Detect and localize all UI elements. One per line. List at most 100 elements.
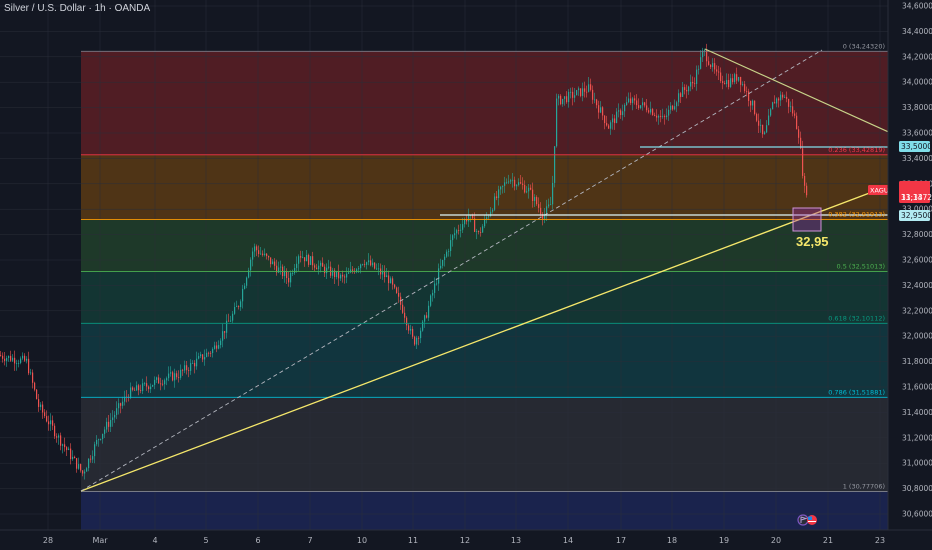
candle xyxy=(806,182,808,198)
candle xyxy=(492,208,494,214)
price-tick-label: 31,20000 xyxy=(902,433,932,442)
candle xyxy=(684,84,686,95)
resistance-trendline[interactable] xyxy=(704,48,894,135)
candle xyxy=(248,267,250,279)
candle xyxy=(686,84,688,99)
support-trendline[interactable] xyxy=(80,185,889,492)
candle xyxy=(718,65,720,80)
target-box[interactable] xyxy=(792,207,822,232)
time-axis[interactable]: 28 Mar 4 5 6 7 10 11 12 13 14 17 18 19 20 21 23 xyxy=(0,529,932,550)
candle xyxy=(780,91,782,106)
flag-event-icon[interactable] xyxy=(797,514,809,526)
candle xyxy=(50,413,52,431)
candle xyxy=(416,335,418,349)
candle xyxy=(194,360,196,374)
time-tick-label: 5 xyxy=(203,536,208,545)
candle xyxy=(226,314,228,339)
candle xyxy=(324,264,326,278)
candle xyxy=(648,107,650,114)
candle xyxy=(584,81,586,98)
time-tick-label: 18 xyxy=(667,536,677,545)
price-tag-33-5[interactable]: 33,50000 xyxy=(899,141,932,152)
candle xyxy=(562,98,564,107)
candle xyxy=(692,76,694,90)
candle xyxy=(602,106,604,121)
candle xyxy=(748,88,750,107)
candle xyxy=(88,458,90,472)
candle xyxy=(630,92,632,106)
candle xyxy=(444,254,446,267)
candle xyxy=(176,370,178,380)
candle xyxy=(266,252,268,260)
price-tick-label: 32,60000 xyxy=(902,256,932,265)
candle xyxy=(274,258,276,270)
candle xyxy=(660,110,662,123)
candle xyxy=(122,396,124,409)
candle xyxy=(14,350,16,371)
candle xyxy=(200,351,202,358)
candle xyxy=(796,112,798,130)
drawings[interactable]: XAGUSD xyxy=(80,48,899,492)
candle xyxy=(116,401,118,420)
candle xyxy=(182,368,184,376)
candle xyxy=(514,176,516,191)
candle xyxy=(448,248,450,257)
candle xyxy=(294,264,296,275)
price-axis-bg xyxy=(888,0,932,550)
candle xyxy=(504,176,506,193)
price-tick-label: 33,60000 xyxy=(902,129,932,138)
price-tick-label: 32,00000 xyxy=(902,332,932,341)
candle xyxy=(798,126,800,144)
price-axis[interactable]: 34,60000 34,40000 34,20000 34,00000 33,80000… xyxy=(887,0,932,550)
candle xyxy=(724,80,726,85)
candle xyxy=(554,146,556,188)
price-tick-label: 33,40000 xyxy=(902,154,932,163)
time-tick-label: 12 xyxy=(460,536,470,545)
price-tick-label: 33,80000 xyxy=(902,103,932,112)
candle xyxy=(674,99,676,111)
candle xyxy=(626,96,628,106)
candle xyxy=(664,114,666,125)
candle xyxy=(408,323,410,334)
candle xyxy=(772,101,774,110)
candle xyxy=(736,67,738,84)
candle xyxy=(466,215,468,225)
candle xyxy=(68,446,70,451)
candle xyxy=(794,110,796,119)
price-tag-32-95[interactable]: 32,95000 xyxy=(899,210,932,221)
candle xyxy=(636,94,638,109)
candle xyxy=(426,312,428,319)
candle xyxy=(398,286,400,303)
candle xyxy=(668,105,670,121)
time-tick-label: 28 xyxy=(43,536,53,545)
candle xyxy=(52,415,54,430)
candle xyxy=(570,87,572,99)
fib-zone xyxy=(81,397,888,492)
candle xyxy=(62,443,64,454)
last-price-tag[interactable]: 33,14725 xyxy=(899,181,932,203)
price-tick-label: 32,20000 xyxy=(902,306,932,315)
candle xyxy=(198,352,200,360)
time-tick-label: 4 xyxy=(152,536,157,545)
candle xyxy=(434,277,436,299)
candle xyxy=(304,257,306,267)
candle xyxy=(548,198,550,209)
candle xyxy=(162,379,164,387)
candle xyxy=(716,65,718,76)
candle xyxy=(264,248,266,257)
candle xyxy=(112,410,114,427)
candle xyxy=(186,361,188,375)
candle xyxy=(134,387,136,391)
fib-zone-extension xyxy=(81,491,888,530)
us-flag-event-icon[interactable] xyxy=(807,515,817,525)
dashed-trendline[interactable] xyxy=(80,49,823,492)
candle xyxy=(84,469,86,480)
candle xyxy=(174,368,176,388)
candle xyxy=(240,299,242,311)
candle xyxy=(758,113,760,134)
candle xyxy=(102,433,104,444)
fib-label: 0.618 (32,10112) xyxy=(828,314,885,322)
candle xyxy=(258,245,260,258)
candle xyxy=(676,100,678,113)
